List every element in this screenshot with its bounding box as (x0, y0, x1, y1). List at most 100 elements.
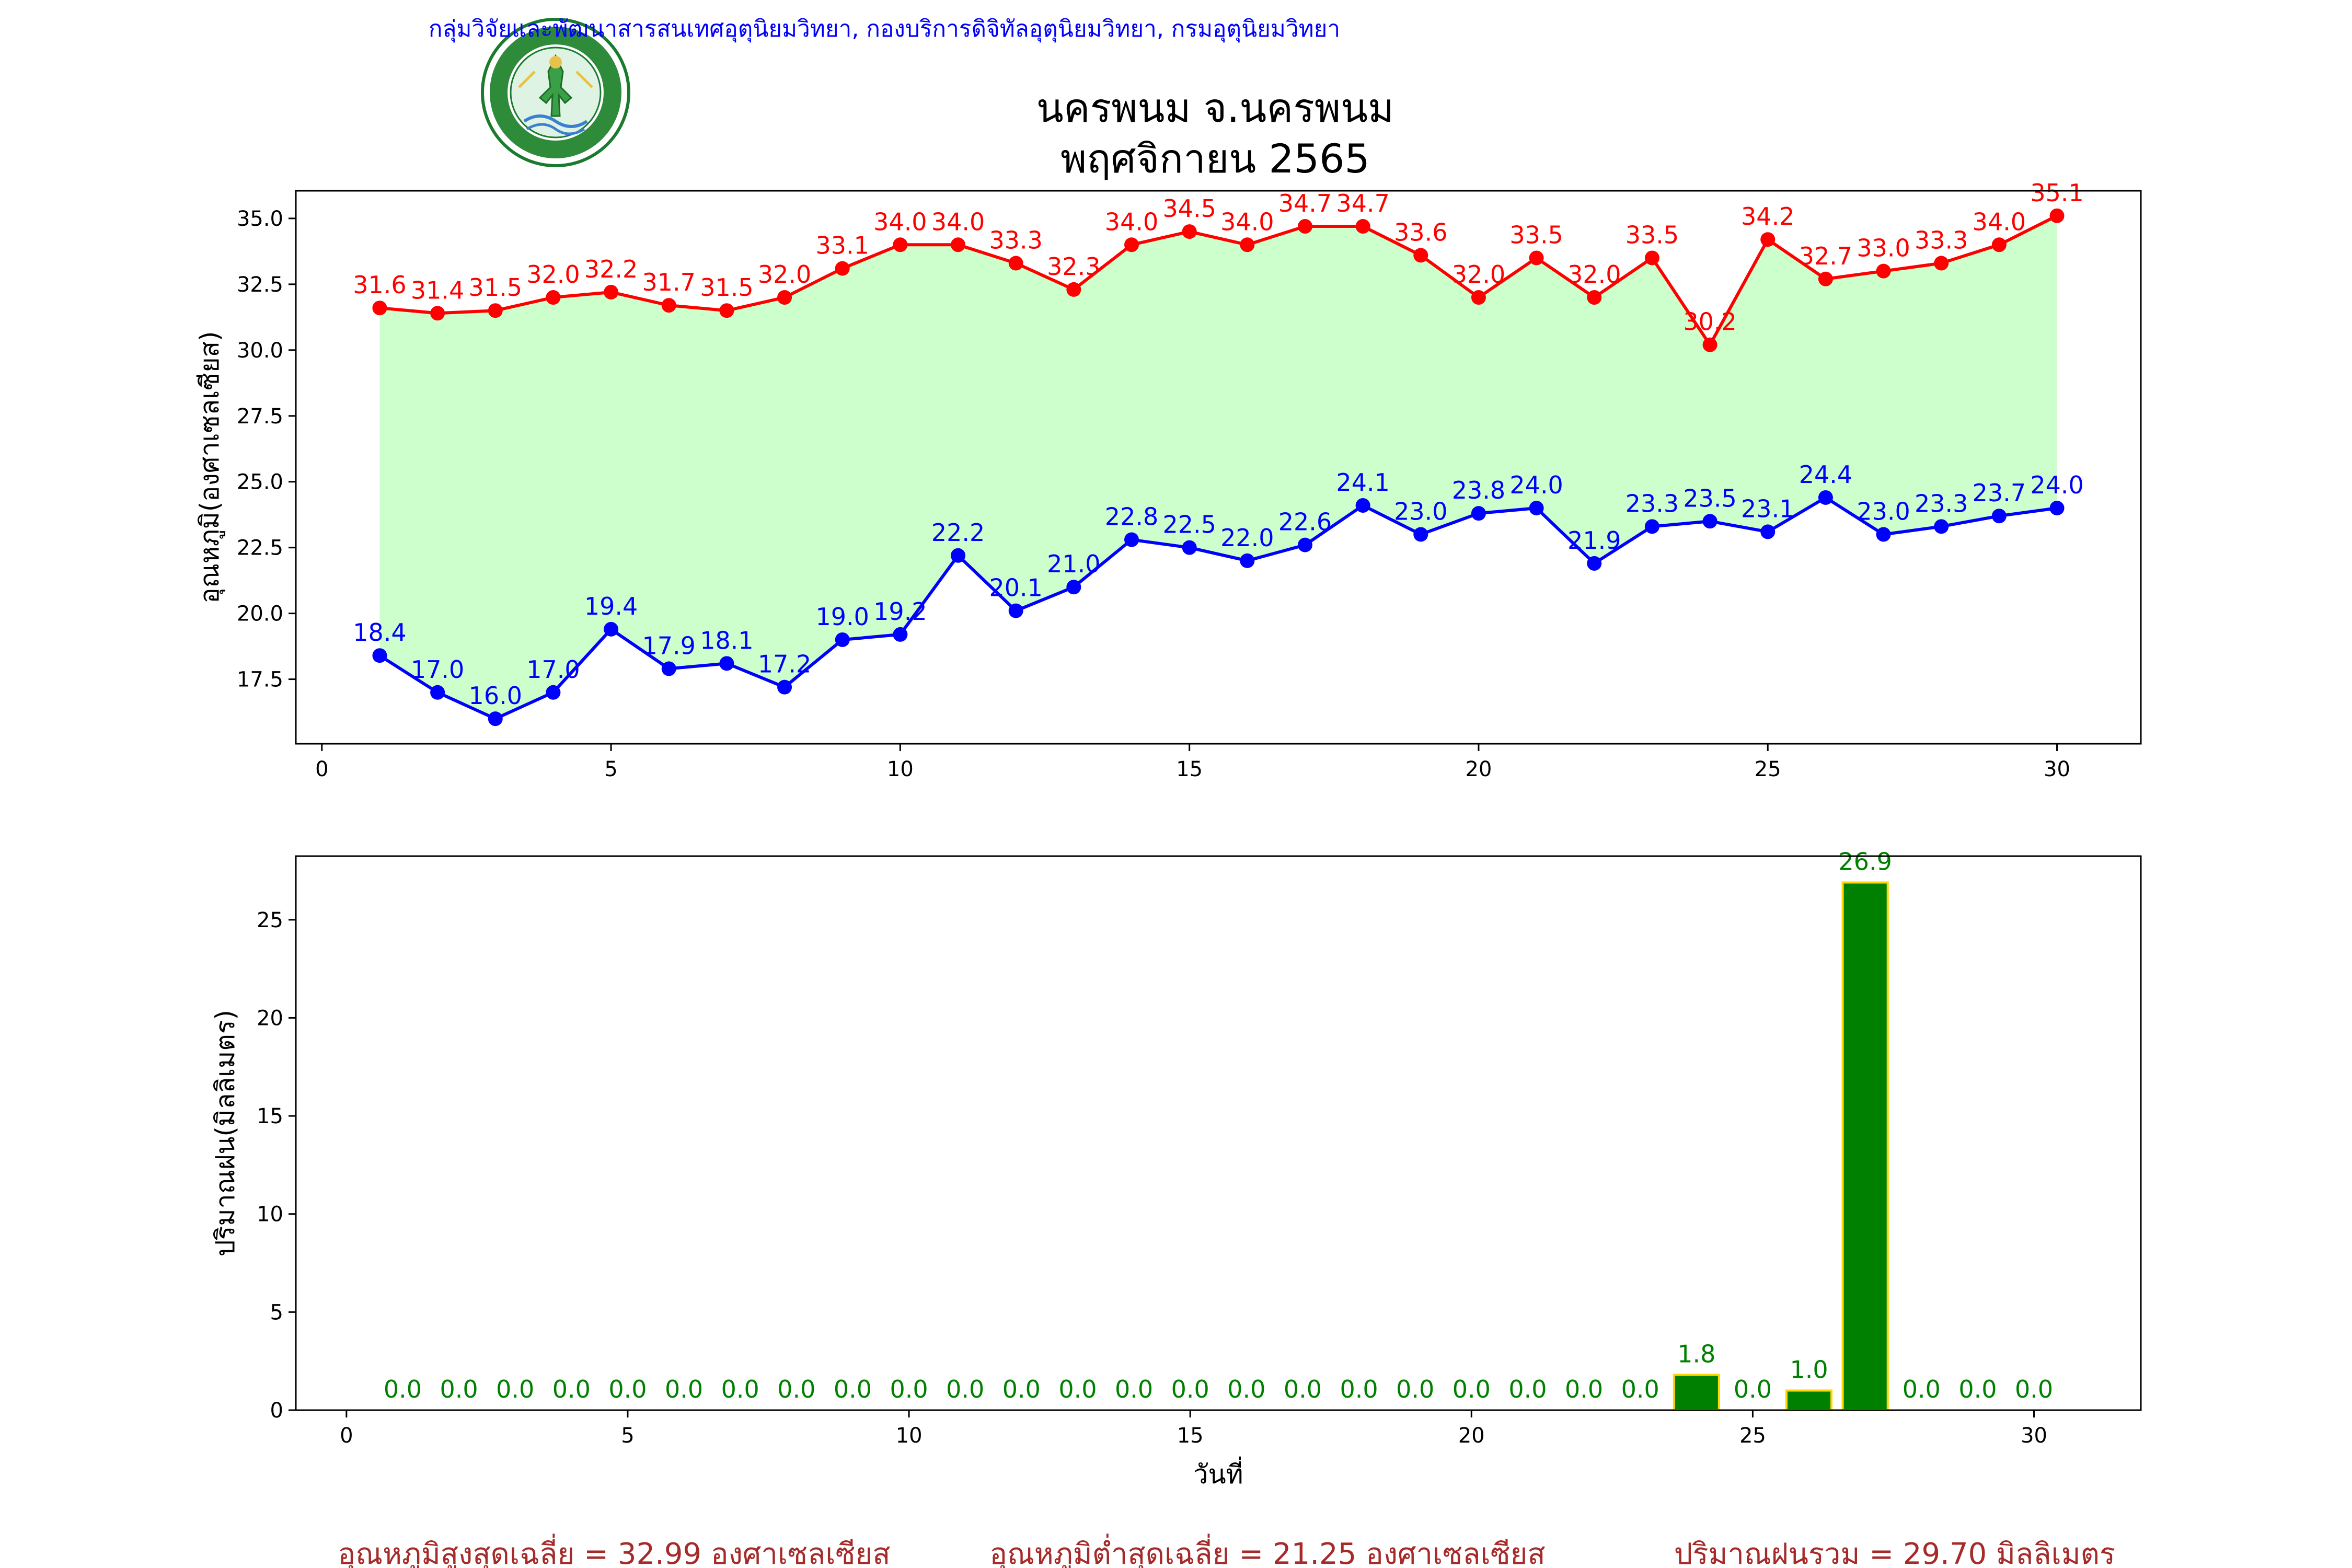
rainfall-y-tick-label: 5 (270, 1300, 283, 1324)
min-temperature-label: 17.0 (526, 655, 580, 684)
rainfall-value-label: 0.0 (1284, 1375, 1322, 1403)
min-temperature-point (893, 627, 908, 642)
max-temperature-point (1240, 237, 1255, 252)
min-temperature-point (719, 656, 734, 671)
min-temperature-label: 23.7 (1973, 479, 2026, 507)
max-temperature-label: 34.0 (873, 207, 927, 236)
max-temperature-label: 35.1 (2030, 179, 2083, 207)
min-temperature-label: 19.4 (584, 592, 638, 620)
max-temperature-label: 32.0 (1452, 260, 1505, 289)
max-temperature-point (1413, 248, 1428, 263)
rainfall-bar (1785, 1389, 1833, 1411)
max-temperature-point (604, 284, 619, 299)
max-temperature-label: 32.0 (758, 260, 811, 289)
temperature-range-fill (379, 215, 2057, 719)
min-temperature-label: 16.0 (469, 682, 522, 710)
chart-title: นครพนม จ.นครพนม (1036, 85, 1394, 131)
rainfall-value-label: 0.0 (777, 1375, 815, 1403)
max-temperature-point (430, 306, 445, 321)
rainfall-value-label: 0.0 (1565, 1375, 1603, 1403)
rainfall-value-label: 0.0 (1058, 1375, 1097, 1403)
max-temperature-point (546, 290, 561, 305)
rainfall-value-label: 0.0 (1508, 1375, 1547, 1403)
rainfall-y-tick-label: 25 (257, 908, 283, 932)
min-temperature-label: 19.0 (816, 603, 869, 631)
temperature-x-tick-label: 15 (1176, 757, 1203, 781)
average-max-temperature: อุณหภูมิสูงสุดเฉลี่ย = 32.99 องศาเซลเซีย… (338, 1534, 890, 1568)
max-temperature-label: 33.5 (1509, 221, 1563, 249)
rainfall-y-tick-label: 0 (270, 1399, 283, 1423)
min-temperature-label: 23.5 (1683, 484, 1736, 512)
min-temperature-point (1818, 490, 1833, 505)
temperature-x-tick-label: 25 (1755, 757, 1781, 781)
rainfall-y-tick-label: 10 (257, 1203, 283, 1227)
min-temperature-label: 24.1 (1336, 468, 1389, 497)
temperature-x-tick-label: 20 (1466, 757, 1492, 781)
rainfall-value-label: 0.0 (552, 1375, 591, 1403)
min-temperature-line (378, 495, 2057, 721)
max-temperature-point (719, 303, 734, 318)
rainfall-value-label: 0.0 (946, 1375, 984, 1403)
rainfall-y-tick-label: 15 (257, 1104, 283, 1128)
min-temperature-point (2049, 501, 2065, 516)
min-temperature-label: 20.1 (989, 574, 1042, 602)
min-temperature-point (951, 548, 966, 563)
max-temperature-point (661, 298, 676, 313)
rainfall-bar (1841, 881, 1889, 1411)
rainfall-value-label: 0.0 (440, 1375, 478, 1403)
max-temperature-point (1008, 256, 1023, 271)
rainfall-value-label: 0.0 (384, 1375, 422, 1403)
rainfall-value-label: 0.0 (1171, 1375, 1209, 1403)
max-temperature-point (1587, 290, 1602, 305)
max-temperature-label: 34.0 (931, 207, 985, 236)
max-temperature-label: 32.2 (584, 255, 638, 283)
max-temperature-point (951, 237, 966, 252)
max-temperature-point (1471, 290, 1486, 305)
max-temperature-point (1644, 250, 1659, 266)
min-temperature-point (1297, 537, 1312, 552)
min-temperature-point (777, 679, 792, 695)
max-temperature-line (379, 214, 2058, 347)
max-temperature-label: 32.0 (1567, 260, 1621, 289)
min-temperature-point (1240, 553, 1255, 568)
organization-header: กลุ่มวิจัยและพัฒนาสารสนเทศอุตุนิยมวิทยา,… (429, 16, 1340, 43)
min-temperature-point (372, 648, 387, 663)
rainfall-x-tick-label: 0 (340, 1424, 353, 1448)
temperature-y-tick-label: 32.5 (237, 273, 283, 297)
max-temperature-label: 32.3 (1047, 252, 1100, 281)
max-temperature-point (2049, 208, 2065, 223)
total-rainfall: ปริมาณฝนรวม = 29.70 มิลลิเมตร (1674, 1537, 2115, 1568)
max-temperature-label: 31.5 (700, 273, 753, 302)
min-temperature-label: 24.0 (2030, 471, 2083, 499)
max-temperature-point (893, 237, 908, 252)
min-temperature-label: 21.0 (1047, 550, 1100, 578)
temperature-x-tick-label: 30 (2044, 757, 2070, 781)
min-temperature-point (835, 632, 850, 647)
min-temperature-label: 23.1 (1741, 494, 1794, 523)
max-temperature-point (1124, 237, 1139, 252)
max-temperature-point (488, 303, 503, 318)
max-temperature-label: 33.6 (1394, 218, 1447, 246)
rainfall-value-label: 0.0 (1452, 1375, 1491, 1403)
max-temperature-label: 33.0 (1857, 234, 1910, 262)
rainfall-x-tick-label: 15 (1177, 1424, 1204, 1448)
min-temperature-point (488, 711, 503, 727)
rainfall-y-tick-label: 20 (257, 1006, 283, 1030)
min-temperature-point (1413, 527, 1428, 542)
min-temperature-label: 18.1 (700, 626, 753, 654)
min-temperature-label: 21.9 (1567, 526, 1621, 555)
max-temperature-point (1818, 271, 1833, 286)
max-temperature-label: 34.0 (1105, 207, 1158, 236)
min-temperature-label: 23.8 (1452, 476, 1505, 504)
min-temperature-label: 22.0 (1220, 524, 1274, 552)
average-min-temperature: อุณหภูมิต่ำสุดเฉลี่ย = 21.25 องศาเซลเซีย… (989, 1534, 1545, 1568)
rainfall-value-label: 0.0 (1903, 1375, 1941, 1403)
min-temperature-label: 22.2 (931, 518, 985, 547)
min-temperature-label: 23.0 (1857, 497, 1910, 525)
max-temperature-label: 34.0 (1973, 207, 2026, 236)
min-temperature-point (430, 685, 445, 700)
rainfall-value-label: 0.0 (1002, 1375, 1041, 1403)
rainfall-value-label: 0.0 (608, 1375, 647, 1403)
min-temperature-point (1471, 506, 1486, 521)
min-temperature-label: 17.2 (758, 650, 811, 678)
